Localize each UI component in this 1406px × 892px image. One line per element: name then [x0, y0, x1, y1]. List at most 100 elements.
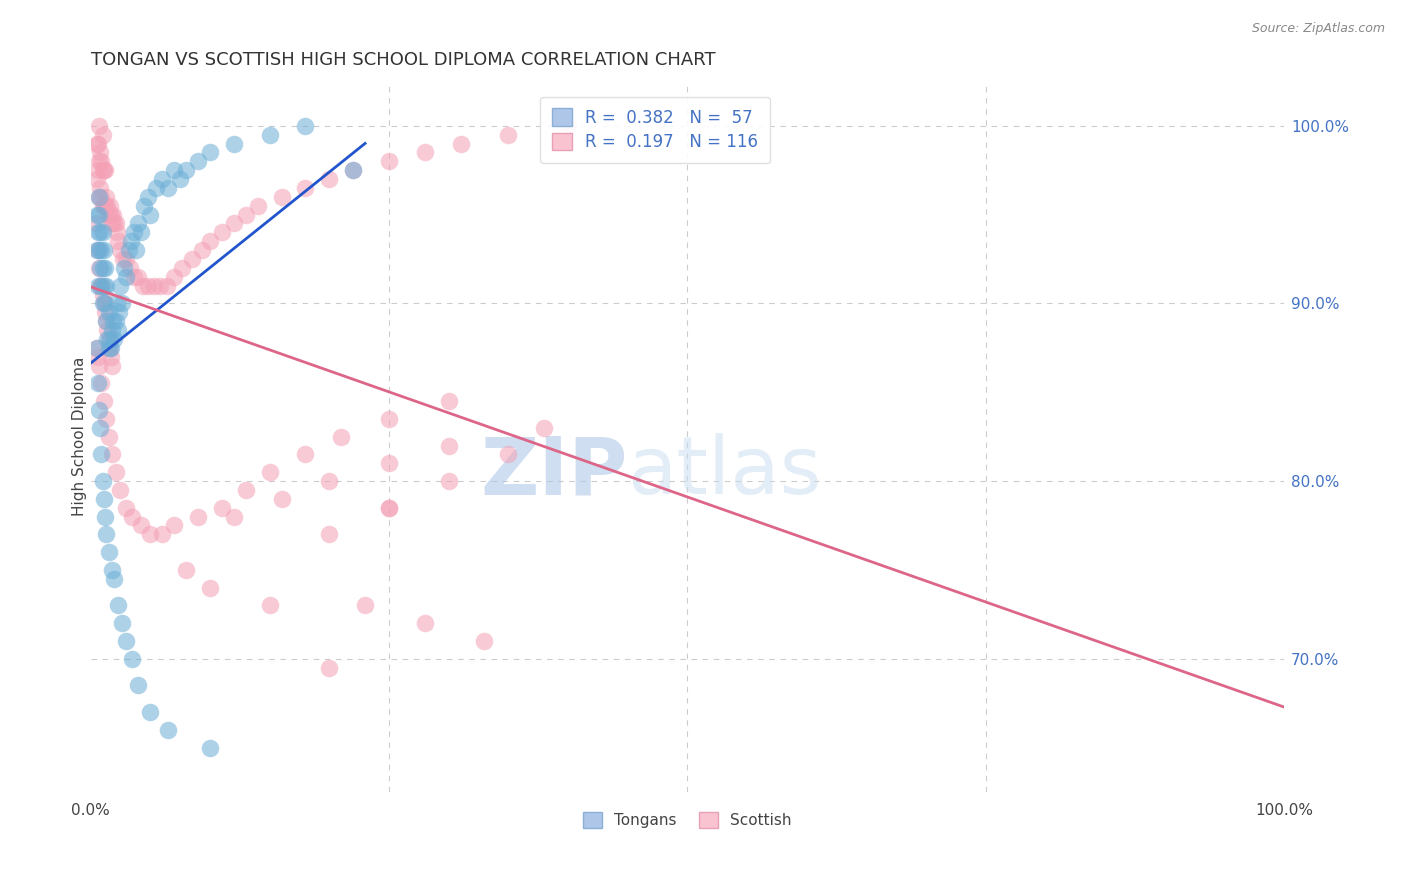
Point [94, 260, 117, 275]
Point [198, 145, 221, 160]
Point [94, 163, 117, 178]
Point [86, 217, 108, 231]
Point [86, 341, 108, 355]
Point [150, 527, 173, 541]
Text: Source: ZipAtlas.com: Source: ZipAtlas.com [1251, 22, 1385, 36]
Point [533, 421, 555, 435]
Point [100, 350, 122, 364]
Point [89, 278, 111, 293]
Point [97, 341, 120, 355]
Point [93, 243, 115, 257]
Point [139, 208, 162, 222]
Point [136, 278, 159, 293]
Point [318, 527, 340, 541]
Point [98, 199, 121, 213]
Point [103, 314, 125, 328]
Point [97, 305, 120, 319]
Point [127, 269, 149, 284]
Point [91, 296, 114, 310]
Point [378, 412, 401, 426]
Point [96, 323, 118, 337]
Point [354, 599, 377, 613]
Point [557, 119, 579, 133]
Point [87, 243, 110, 257]
Point [89, 260, 111, 275]
Point [437, 474, 460, 488]
Point [110, 278, 132, 293]
Point [86, 243, 108, 257]
Point [104, 465, 127, 479]
Point [145, 181, 167, 195]
Point [87, 376, 110, 391]
Point [87, 350, 110, 364]
Point [474, 634, 496, 648]
Point [157, 723, 180, 737]
Point [342, 163, 364, 178]
Point [294, 119, 316, 133]
Point [149, 278, 172, 293]
Point [91, 287, 114, 301]
Point [211, 500, 233, 515]
Point [122, 225, 145, 239]
Point [437, 394, 460, 409]
Point [97, 430, 120, 444]
Point [129, 518, 152, 533]
Point [187, 509, 209, 524]
Point [235, 208, 257, 222]
Point [94, 199, 117, 213]
Point [139, 705, 162, 719]
Point [87, 243, 110, 257]
Point [86, 172, 108, 186]
Point [87, 119, 110, 133]
Point [91, 128, 114, 142]
Point [222, 509, 245, 524]
Point [86, 136, 108, 151]
Point [93, 296, 115, 310]
Point [437, 438, 460, 452]
Point [97, 545, 120, 559]
Point [86, 341, 108, 355]
Point [91, 260, 114, 275]
Point [96, 332, 118, 346]
Point [94, 190, 117, 204]
Point [125, 243, 148, 257]
Point [107, 234, 129, 248]
Point [91, 199, 114, 213]
Point [115, 269, 138, 284]
Point [222, 136, 245, 151]
Point [496, 447, 519, 461]
Point [101, 447, 124, 461]
Point [118, 260, 141, 275]
Point [111, 296, 134, 310]
Point [222, 217, 245, 231]
Point [87, 359, 110, 373]
Point [93, 199, 115, 213]
Point [270, 190, 292, 204]
Point [108, 305, 131, 319]
Point [87, 190, 110, 204]
Point [94, 296, 117, 310]
Point [118, 243, 141, 257]
Point [169, 172, 191, 186]
Point [86, 208, 108, 222]
Point [378, 500, 401, 515]
Point [174, 163, 197, 178]
Point [163, 163, 186, 178]
Point [190, 243, 212, 257]
Point [378, 456, 401, 470]
Point [100, 208, 122, 222]
Point [174, 563, 197, 577]
Point [132, 278, 155, 293]
Point [121, 509, 143, 524]
Point [90, 278, 112, 293]
Y-axis label: High School Diploma: High School Diploma [72, 357, 87, 516]
Point [187, 154, 209, 169]
Point [163, 518, 186, 533]
Point [134, 199, 156, 213]
Point [93, 491, 115, 506]
Point [259, 599, 281, 613]
Point [101, 323, 124, 337]
Point [97, 208, 120, 222]
Point [198, 740, 221, 755]
Point [89, 225, 111, 239]
